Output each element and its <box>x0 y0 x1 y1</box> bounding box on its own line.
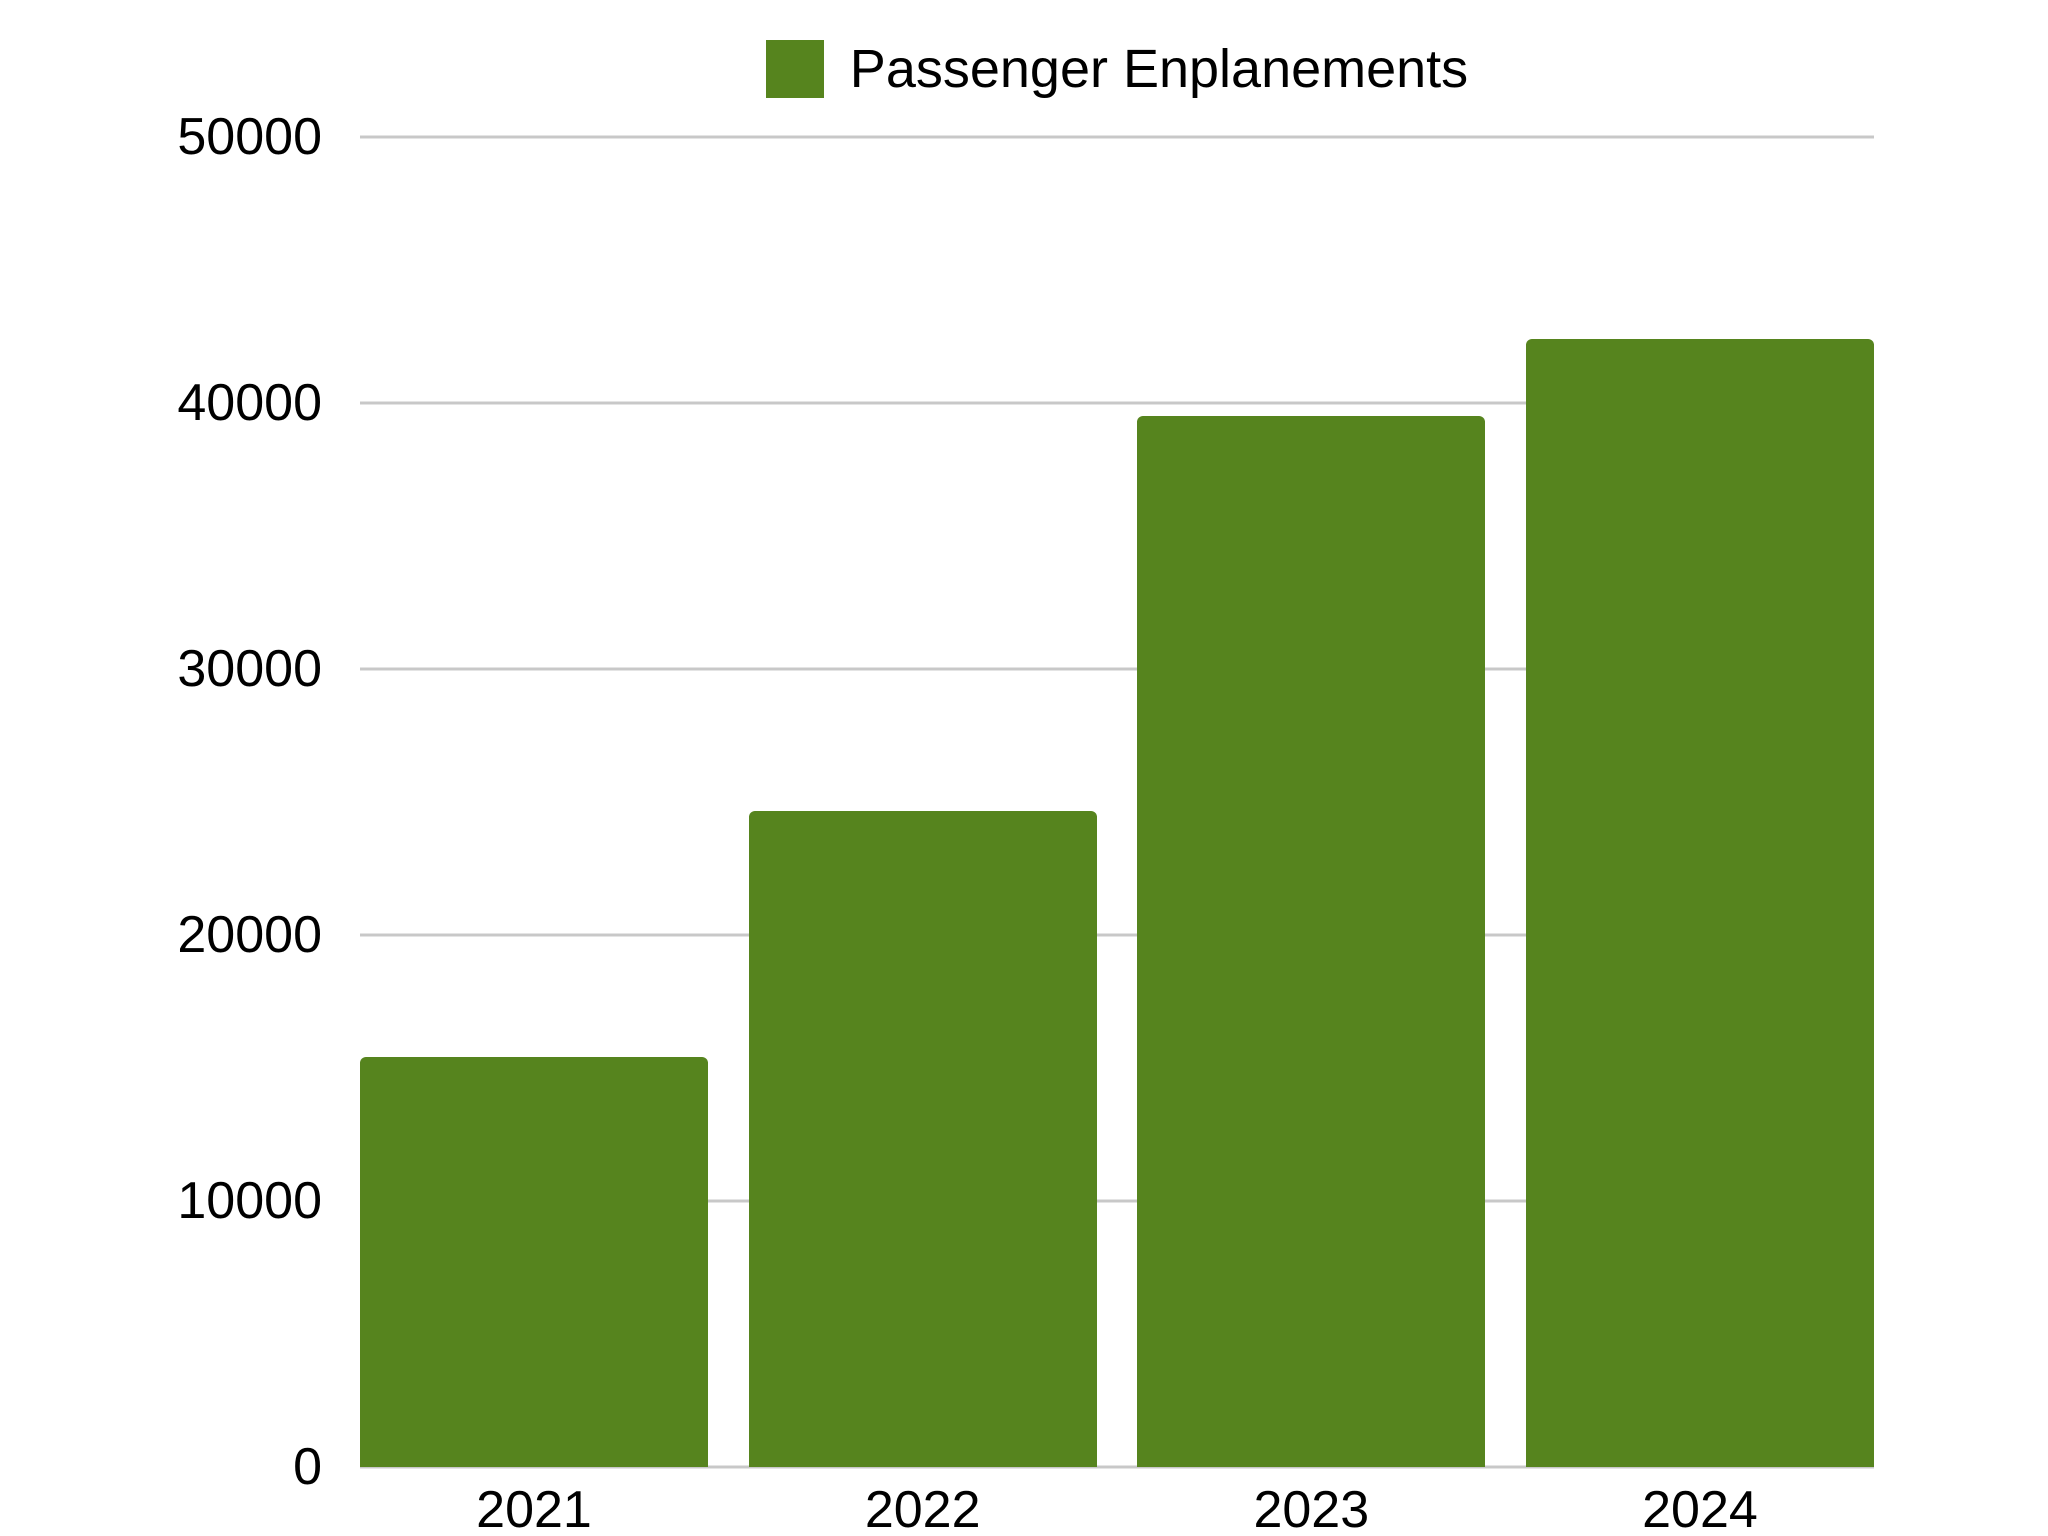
gridline-0 <box>360 1465 1874 1469</box>
x-tick-label: 2022 <box>864 1481 981 1536</box>
bar-2024 <box>1525 339 1874 1467</box>
y-tick-label: 10000 <box>177 1172 322 1230</box>
y-tick-label: 20000 <box>177 906 322 964</box>
x-tick-label: 2023 <box>1253 1481 1370 1536</box>
gridline-30000 <box>360 667 1874 671</box>
gridlines <box>360 135 1874 1469</box>
legend-swatch-icon <box>765 40 824 98</box>
x-tick-label: 2024 <box>1642 1481 1758 1536</box>
plot-area <box>360 135 1874 1469</box>
gridline-40000 <box>360 401 1874 405</box>
y-axis: 0 10000 20000 30000 40000 50000 <box>0 111 322 1493</box>
chart-legend: Passenger Enplanements <box>360 38 1874 100</box>
x-axis: 2021 2022 2023 2024 <box>360 1484 1874 1536</box>
bar-2022 <box>748 811 1097 1467</box>
bars <box>360 137 1874 1467</box>
y-tick-label: 30000 <box>177 640 322 698</box>
gridline-50000 <box>360 135 1874 139</box>
y-tick-label: 0 <box>293 1438 322 1496</box>
y-tick-label: 50000 <box>177 108 322 166</box>
gridline-20000 <box>360 933 1874 937</box>
y-tick-label: 40000 <box>177 374 322 432</box>
gridline-10000 <box>360 1199 1874 1203</box>
bar-2021 <box>360 1057 708 1467</box>
legend-label: Passenger Enplanements <box>849 39 1469 99</box>
bar-2023 <box>1137 416 1486 1467</box>
x-tick-label: 2021 <box>476 1481 592 1536</box>
